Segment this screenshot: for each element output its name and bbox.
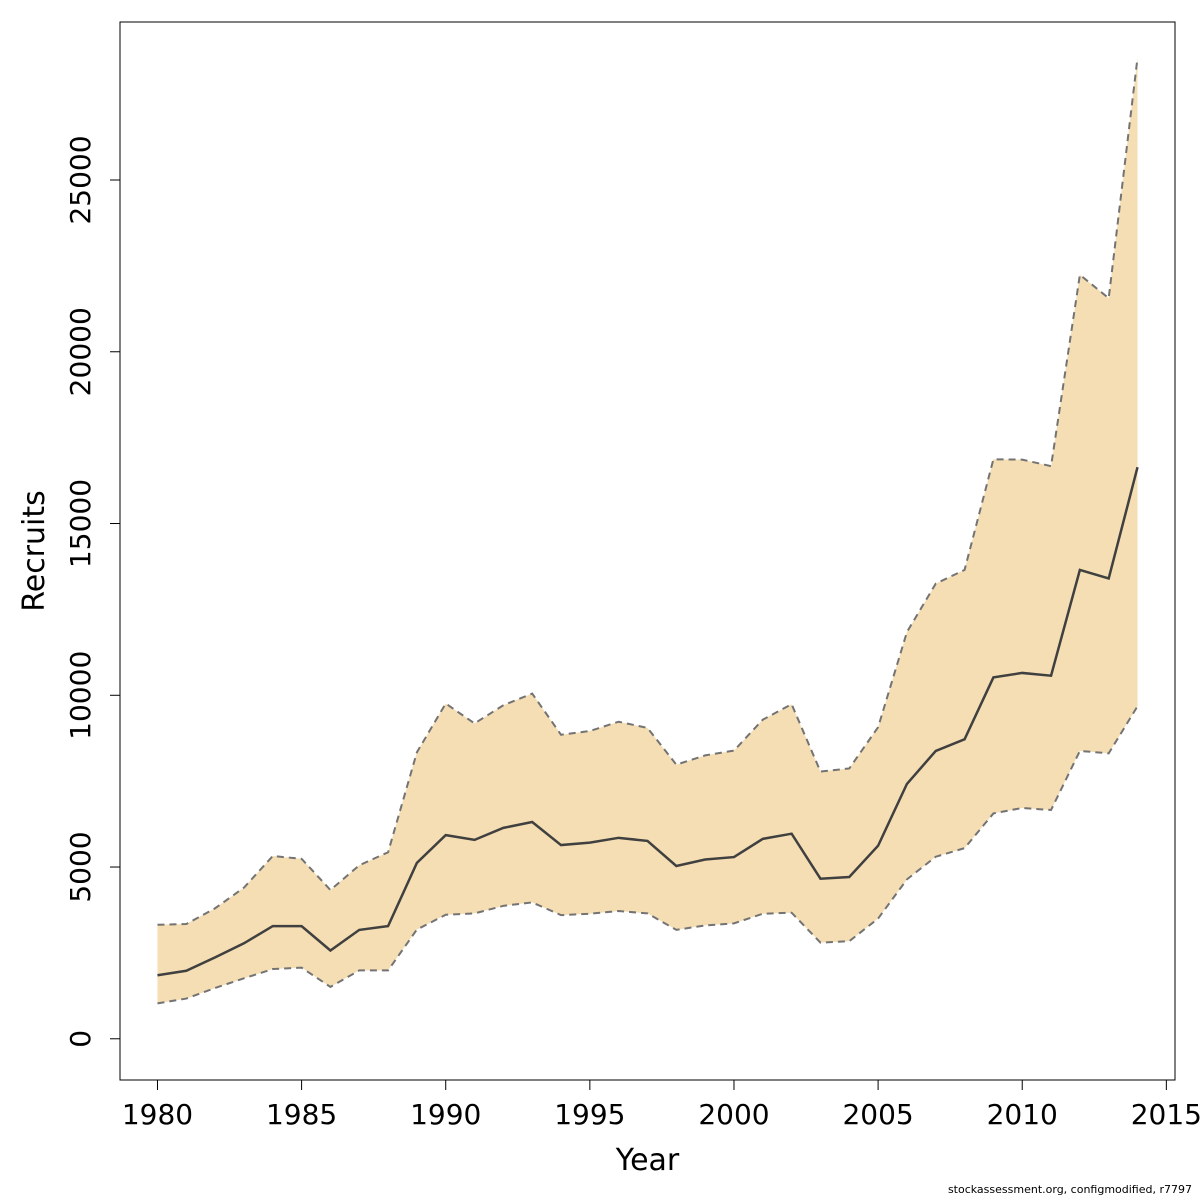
x-tick-label: 2015 — [1131, 1098, 1200, 1131]
y-axis: 0 5000 10000 15000 20000 25000 — [64, 135, 121, 1048]
x-tick-label: 1990 — [410, 1098, 481, 1131]
x-axis-label: Year — [615, 1143, 680, 1178]
y-tick-label: 20000 — [64, 307, 97, 396]
estimate-line-layer — [157, 466, 1139, 977]
x-axis: 1980 1985 1990 1995 2000 2005 2010 2015 — [122, 1079, 1200, 1131]
y-tick-label: 25000 — [64, 135, 97, 224]
y-tick-label: 0 — [64, 1030, 97, 1048]
y-tick-label: 5000 — [64, 831, 97, 902]
lower-bound-line — [157, 705, 1139, 1005]
plot-frame — [119, 21, 1176, 1081]
y-axis-label: Recruits — [17, 490, 52, 612]
x-tick-label: 1995 — [554, 1098, 625, 1131]
confidence-band-layer — [157, 57, 1139, 1005]
confidence-band — [157, 57, 1138, 1004]
y-tick-label: 10000 — [64, 651, 97, 740]
x-tick-label: 2010 — [987, 1098, 1058, 1131]
x-tick-label: 1980 — [122, 1098, 193, 1131]
x-tick-label: 1985 — [266, 1098, 337, 1131]
footer-credit: stockassessment.org, configmodified, r77… — [947, 1183, 1192, 1196]
estimate-line — [157, 466, 1139, 977]
y-tick-label: 15000 — [64, 479, 97, 568]
x-tick-label: 2000 — [698, 1098, 769, 1131]
upper-bound-line — [157, 57, 1139, 926]
x-tick-label: 2005 — [842, 1098, 913, 1131]
